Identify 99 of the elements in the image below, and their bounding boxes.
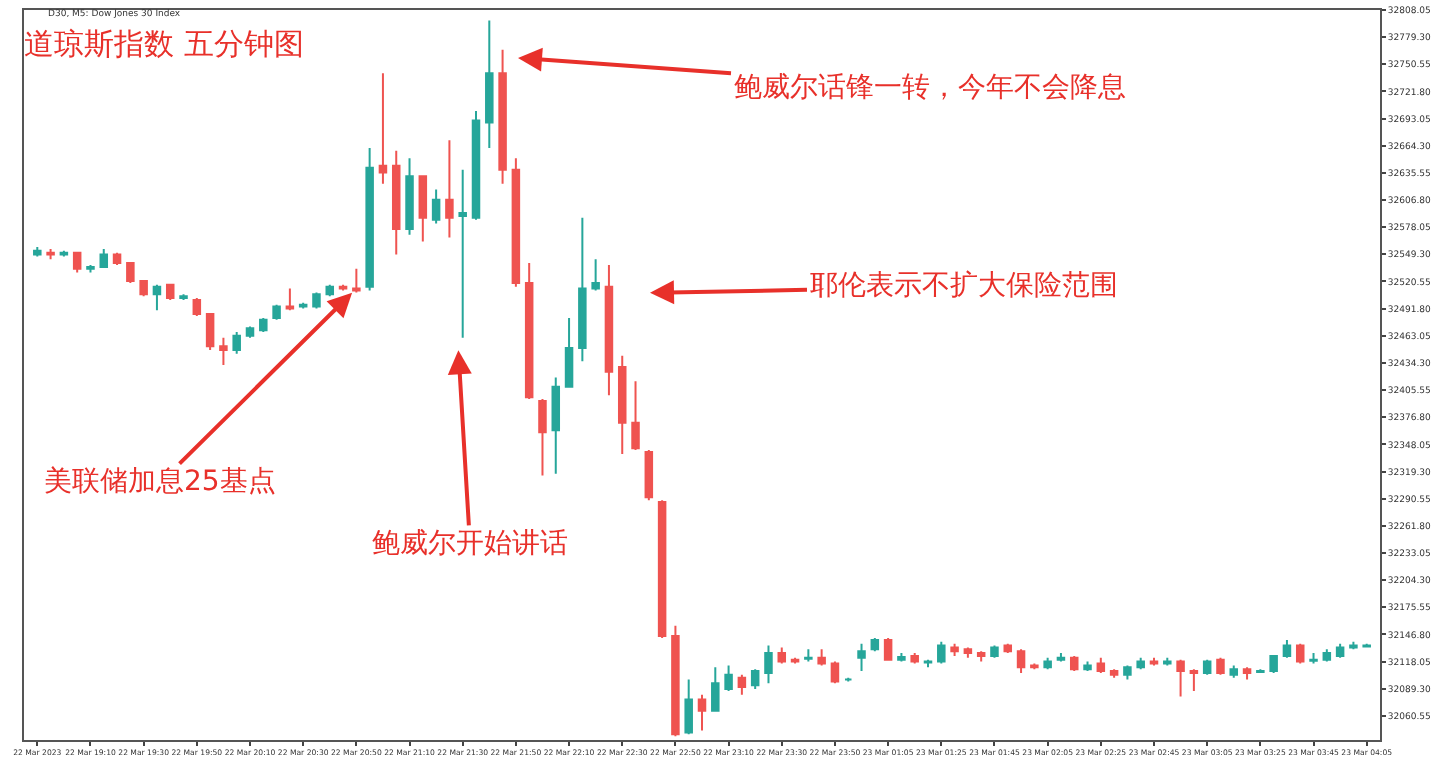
candlestick [1056, 652, 1066, 663]
candlestick [99, 247, 109, 268]
candlestick [790, 656, 800, 665]
candlestick [923, 658, 933, 669]
candlestick [1202, 658, 1212, 676]
candlestick [1229, 664, 1239, 679]
candlestick [1189, 668, 1199, 692]
candlestick [671, 624, 680, 738]
candlestick [418, 175, 428, 243]
candlestick [352, 267, 361, 294]
candlestick [126, 262, 135, 284]
candlestick [431, 188, 441, 225]
candlestick [524, 262, 534, 401]
candlestick [72, 251, 82, 274]
candlestick [591, 258, 600, 292]
candlestick [232, 331, 241, 355]
candlestick [1242, 666, 1252, 681]
candlestick [259, 316, 268, 334]
candlestick [857, 642, 866, 673]
candlestick [219, 336, 228, 367]
candlestick [817, 648, 826, 667]
candlestick [46, 247, 55, 261]
candlestick [1163, 656, 1172, 667]
candlestick [711, 666, 720, 712]
candlestick [1069, 654, 1079, 673]
candlestick [1322, 648, 1332, 663]
candlestick [312, 291, 321, 310]
candlestick [1256, 668, 1265, 674]
candlestick [285, 287, 295, 312]
candlestick [1043, 656, 1052, 671]
annotation: 耶伦表示不扩大保险范围 [810, 270, 1118, 302]
candlestick [1109, 668, 1119, 679]
candlestick [485, 19, 494, 149]
candlestick [1096, 656, 1106, 674]
candlestick [804, 648, 813, 663]
candlestick [1216, 656, 1225, 676]
candlestick [883, 637, 893, 661]
candlestick [365, 146, 374, 292]
candlestick [445, 139, 454, 239]
candlestick [405, 157, 414, 236]
annotation: 鲍威尔话锋一转，今年不会降息 [734, 72, 1126, 104]
candlestick [245, 325, 255, 339]
candlestick [458, 168, 467, 339]
candlestick [644, 449, 654, 502]
candlestick [564, 316, 574, 388]
candlestick [1269, 654, 1278, 674]
candlestick [152, 283, 162, 312]
candlestick [684, 678, 693, 736]
candlestick [1136, 656, 1145, 671]
candlestick [1309, 652, 1318, 665]
candlestick [963, 646, 973, 659]
candlestick [1176, 658, 1185, 698]
candlestick [338, 283, 348, 292]
candlestick [33, 246, 42, 258]
candlestick [538, 398, 547, 477]
candlestick [1083, 660, 1092, 673]
annotation: 美联储加息25基点 [44, 466, 276, 498]
candlestick [697, 693, 707, 732]
candlestick [631, 380, 640, 452]
candlestick [1030, 662, 1039, 671]
candlestick [205, 313, 215, 351]
candlestick [737, 673, 747, 696]
candlestick [179, 293, 188, 301]
candlestick [750, 668, 760, 690]
text: 道琼斯指数 五分钟图 [24, 26, 304, 62]
candlestick [192, 297, 202, 317]
candlestick [1362, 642, 1371, 649]
candlestick [511, 157, 521, 288]
candlestick [86, 264, 95, 274]
candlestick [139, 280, 148, 298]
annotation: 鲍威尔开始讲话 [372, 528, 568, 560]
candlestick [551, 376, 561, 475]
candlestick [897, 652, 906, 663]
candlestick [578, 216, 587, 363]
candlestick [1335, 642, 1345, 659]
candlestick [937, 640, 946, 665]
candlestick [617, 354, 627, 455]
candlestick [498, 48, 507, 185]
candlestick [471, 110, 481, 221]
candlestick [1016, 648, 1026, 674]
candlestick [378, 72, 388, 185]
candlestick [1149, 656, 1159, 667]
candlestick [165, 283, 175, 301]
candlestick [990, 644, 999, 659]
candlestick [1295, 642, 1305, 665]
candlestick [272, 303, 281, 321]
candlestick [391, 149, 401, 256]
candlestick [777, 646, 787, 665]
candlestick [764, 644, 773, 685]
candlestick [724, 664, 733, 692]
candlestick [976, 650, 986, 663]
candlestick [910, 652, 919, 665]
candlestick [950, 642, 959, 657]
candlestick [604, 264, 614, 397]
candlestick [1282, 638, 1292, 659]
candlestick [1123, 664, 1132, 681]
candlestick [657, 499, 667, 640]
candlestick [59, 249, 69, 258]
candlestick [843, 676, 853, 683]
